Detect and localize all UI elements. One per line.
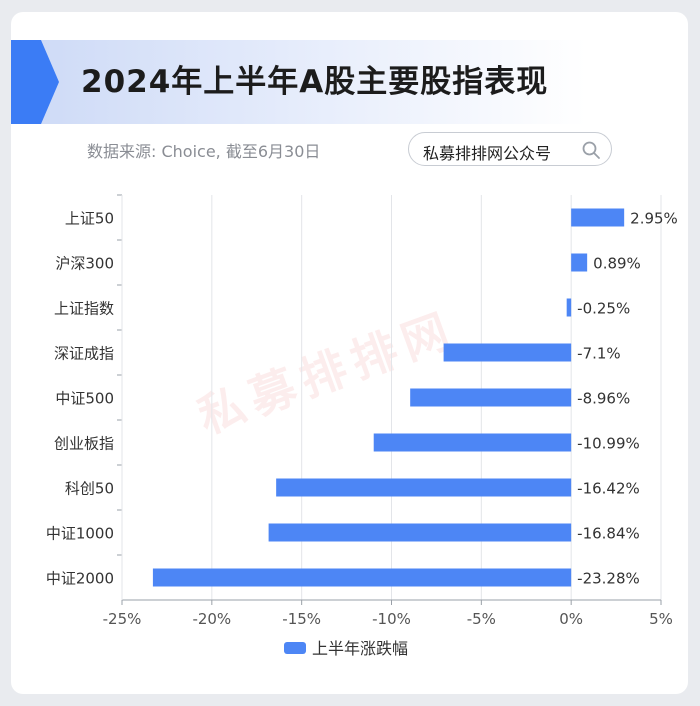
category-label: 中证500 xyxy=(55,390,114,408)
x-tick-label: -5% xyxy=(467,610,496,628)
bar xyxy=(571,253,588,272)
data-label: 2.95% xyxy=(630,210,678,228)
category-label: 上证50 xyxy=(65,210,114,228)
data-label: -10.99% xyxy=(577,435,640,453)
data-label: -0.25% xyxy=(577,300,630,318)
data-label: -16.84% xyxy=(577,525,640,543)
bar xyxy=(571,208,625,227)
data-label: -8.96% xyxy=(577,390,630,408)
data-label: -23.28% xyxy=(577,570,640,588)
category-label: 沪深300 xyxy=(55,255,114,273)
data-label: 0.89% xyxy=(593,255,641,273)
bar xyxy=(276,478,572,497)
data-label: -7.1% xyxy=(577,345,621,363)
title-arrow-decoration xyxy=(11,40,59,124)
x-tick-label: -10% xyxy=(372,610,411,628)
chart-title: 2024年上半年A股主要股指表现 xyxy=(81,64,549,100)
search-icon xyxy=(582,141,600,159)
category-label: 中证1000 xyxy=(46,525,114,543)
x-tick-label: 0% xyxy=(559,610,583,628)
bar xyxy=(152,568,572,587)
bar xyxy=(268,523,572,542)
search-box[interactable]: 私募排排网公众号 xyxy=(408,132,612,166)
category-label: 深证成指 xyxy=(54,345,114,363)
bar xyxy=(443,343,572,362)
data-label: -16.42% xyxy=(577,480,640,498)
category-label: 中证2000 xyxy=(46,570,114,588)
bar xyxy=(566,298,572,317)
data-source-note: 数据来源: Choice, 截至6月30日 xyxy=(87,142,321,161)
category-label: 上证指数 xyxy=(54,300,114,318)
bar xyxy=(373,433,572,452)
search-label: 私募排排网公众号 xyxy=(423,144,552,163)
x-tick-label: -15% xyxy=(282,610,321,628)
legend-swatch xyxy=(284,642,306,654)
x-tick-label: -25% xyxy=(103,610,142,628)
legend-label: 上半年涨跌幅 xyxy=(312,639,408,658)
category-label: 科创50 xyxy=(65,480,114,498)
x-tick-label: 5% xyxy=(649,610,673,628)
bar xyxy=(410,388,572,407)
category-label: 创业板指 xyxy=(54,435,114,453)
title-band xyxy=(11,40,688,124)
x-tick-label: -20% xyxy=(192,610,231,628)
